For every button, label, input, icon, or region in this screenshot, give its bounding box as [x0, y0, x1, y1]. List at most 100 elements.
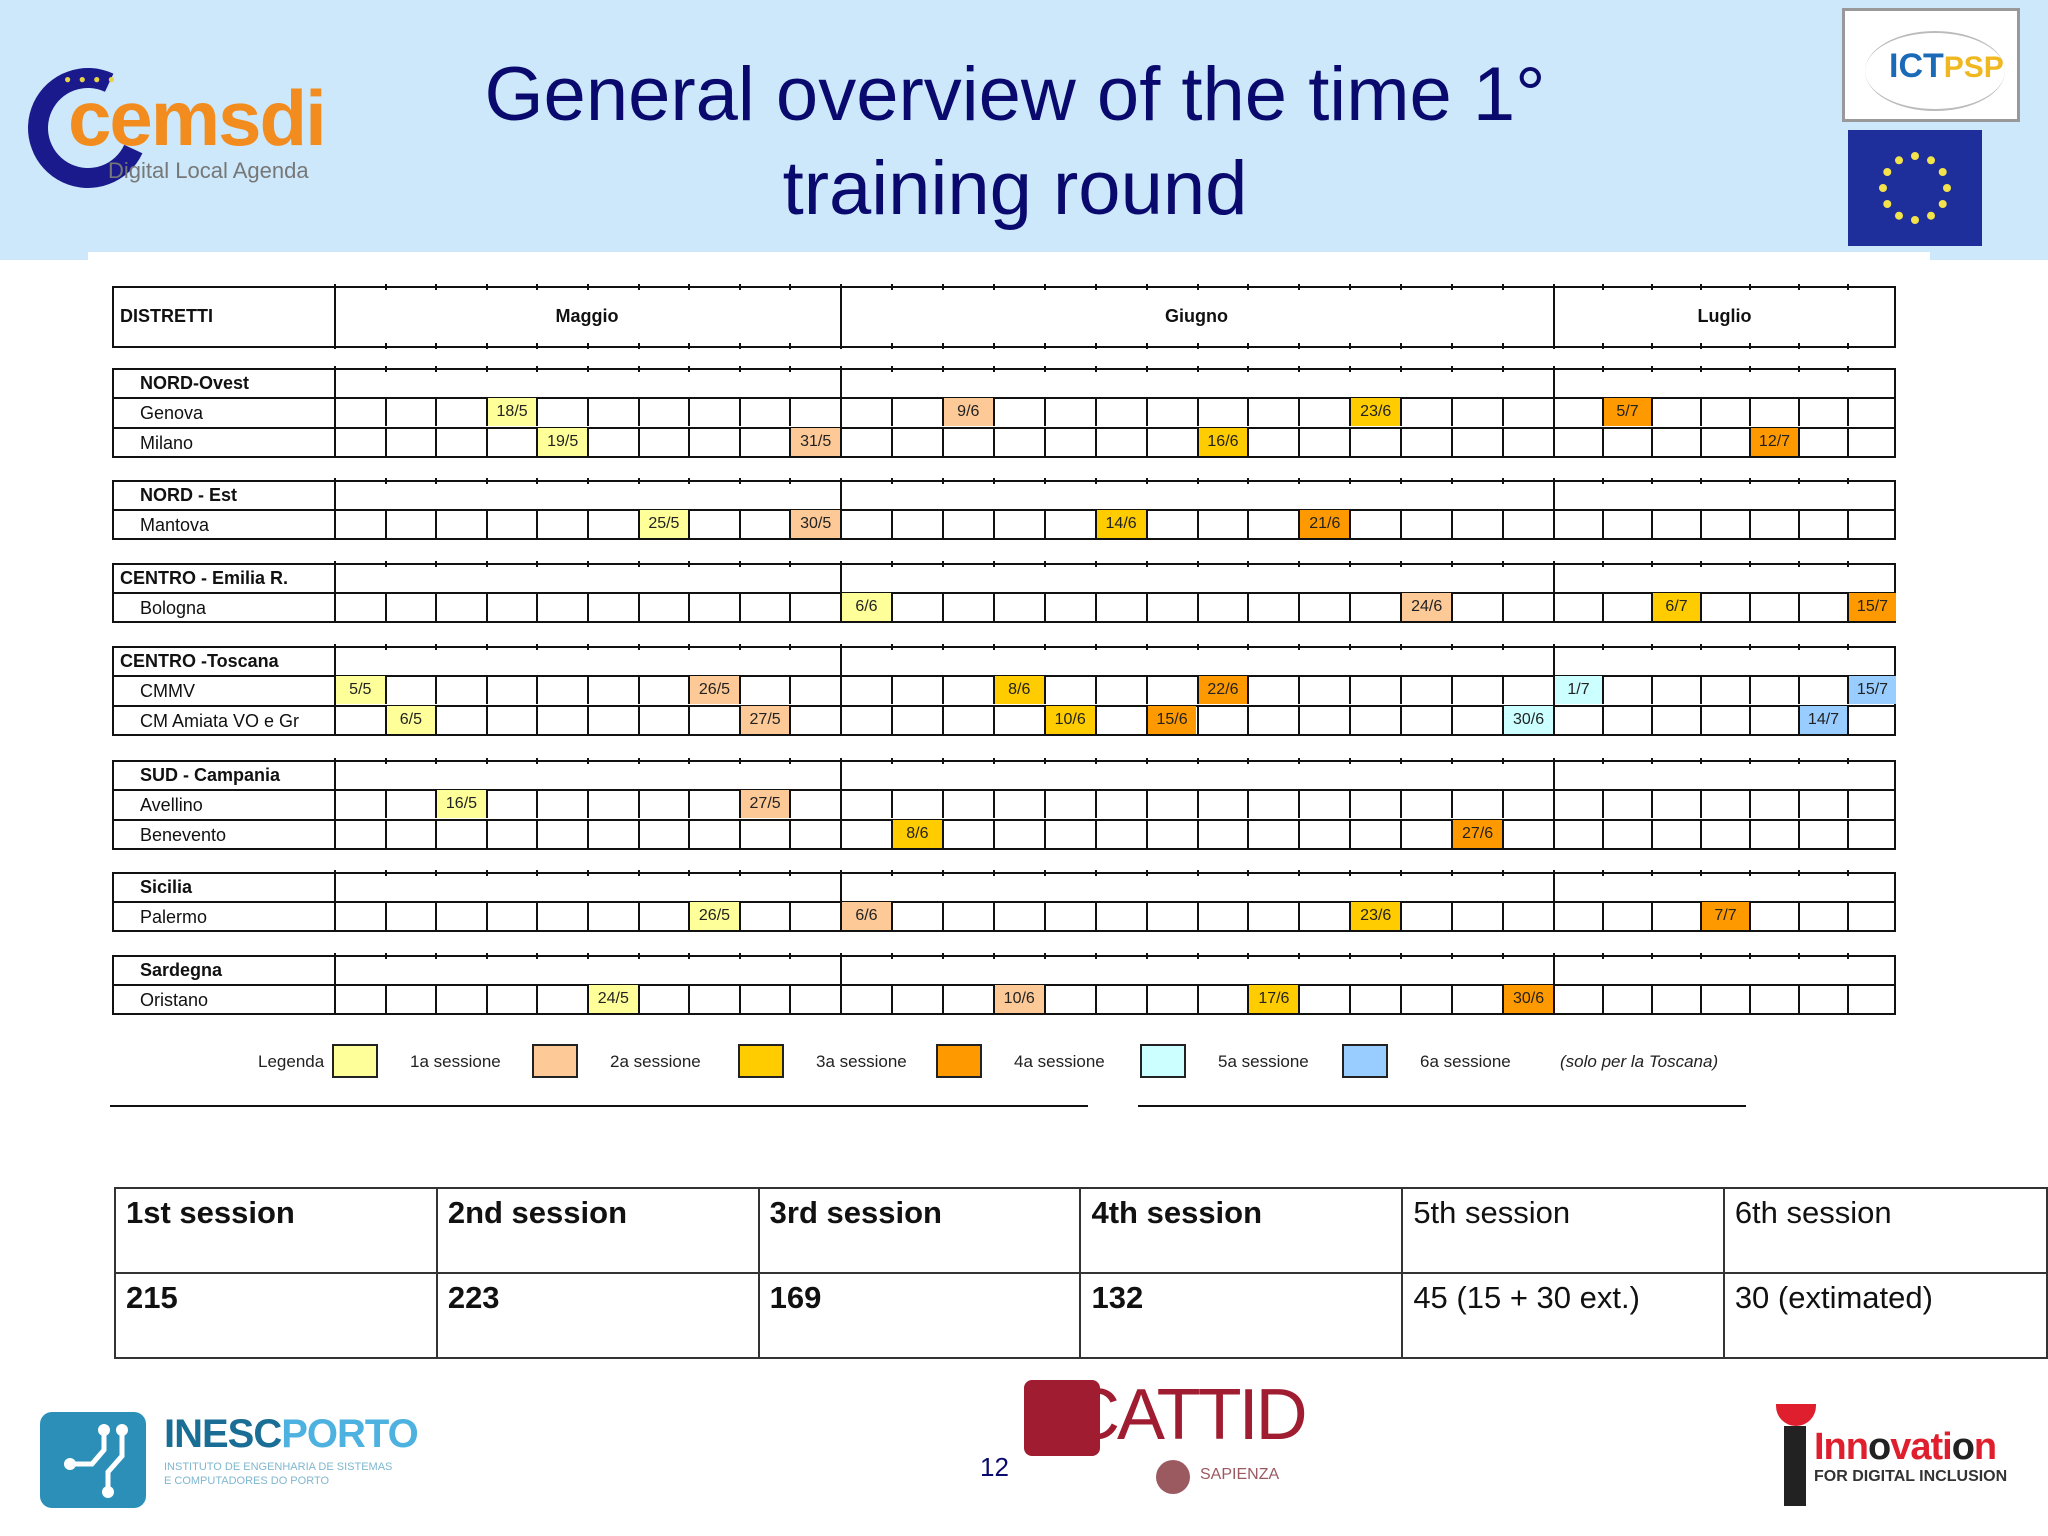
- tick: [941, 478, 944, 484]
- cattid-square-icon: [1024, 1380, 1100, 1456]
- empty-cell: [1798, 398, 1847, 426]
- tick: [1043, 758, 1046, 764]
- empty-cell: [1749, 398, 1798, 426]
- tick: [738, 953, 741, 959]
- tick: [1700, 644, 1702, 650]
- tick: [941, 870, 944, 876]
- tick: [1043, 366, 1046, 372]
- empty-cell: [890, 510, 942, 538]
- innovation-text-c: vati: [1890, 1426, 1952, 1468]
- session-date-cell: 15/6: [1145, 706, 1197, 734]
- empty-cell: [1043, 398, 1095, 426]
- tick: [789, 758, 792, 764]
- sapienza-text: SAPIENZA: [1200, 1466, 1280, 1483]
- divider-line: [110, 1105, 1088, 1107]
- tick: [1349, 366, 1352, 372]
- empty-cell: [384, 398, 436, 426]
- tick: [485, 758, 488, 764]
- tick: [992, 644, 995, 650]
- empty-cell: [840, 985, 891, 1013]
- session-date-cell: 17/6: [1247, 985, 1299, 1013]
- tick: [1602, 561, 1604, 567]
- empty-cell: [941, 428, 993, 456]
- tick: [485, 478, 488, 484]
- empty-cell: [435, 902, 486, 930]
- empty-cell: [1700, 428, 1749, 456]
- tick: [1298, 561, 1301, 567]
- tick: [637, 343, 640, 349]
- tick: [890, 953, 893, 959]
- tick: [1700, 284, 1702, 290]
- session-date-cell: 23/6: [1349, 902, 1401, 930]
- session-header-cell: 1st session: [114, 1187, 438, 1274]
- empty-cell: [1798, 790, 1847, 818]
- tick: [384, 758, 387, 764]
- session-date-cell: 8/6: [992, 676, 1044, 704]
- tick: [1451, 870, 1454, 876]
- empty-cell: [738, 593, 790, 621]
- cemsdi-tagline: Digital Local Agenda: [108, 158, 309, 183]
- tick: [941, 561, 944, 567]
- empty-cell: [435, 985, 486, 1013]
- tick: [1094, 561, 1097, 567]
- tick: [334, 870, 336, 876]
- empty-cell: [536, 398, 587, 426]
- empty-cell: [840, 676, 891, 704]
- tick: [1651, 343, 1653, 349]
- empty-cell: [384, 676, 436, 704]
- grid-line: [840, 286, 842, 348]
- empty-cell: [637, 676, 689, 704]
- session-totals-table: 1st session 2nd session 3rd session 4th ses…: [114, 1187, 2048, 1359]
- tick: [1749, 284, 1751, 290]
- tick: [1847, 758, 1849, 764]
- empty-cell: [1349, 676, 1400, 704]
- session-header-cell: 2nd session: [435, 1187, 760, 1274]
- tick: [1700, 953, 1702, 959]
- empty-cell: [941, 985, 993, 1013]
- circuit-icon: [40, 1412, 146, 1508]
- tick: [536, 343, 539, 349]
- psp-text: PSP: [1943, 51, 2004, 84]
- tick: [941, 343, 944, 349]
- tick: [1043, 953, 1046, 959]
- empty-cell: [587, 428, 638, 456]
- session-date-cell: 5/5: [334, 676, 385, 704]
- empty-cell: [384, 510, 436, 538]
- tick: [1847, 284, 1849, 290]
- empty-cell: [1602, 428, 1651, 456]
- tick: [1400, 478, 1403, 484]
- tick: [1094, 343, 1097, 349]
- tick: [1451, 343, 1454, 349]
- tick: [1798, 343, 1800, 349]
- empty-cell: [1847, 820, 1896, 848]
- month-header: Maggio: [555, 306, 619, 326]
- tick: [992, 366, 995, 372]
- legend-swatch: [1140, 1044, 1186, 1078]
- legend-swatch: [936, 1044, 982, 1078]
- tick: [1602, 644, 1604, 650]
- title-line-1: General overview of the time 1°: [484, 52, 1546, 137]
- tick: [890, 284, 893, 290]
- tick: [1196, 366, 1199, 372]
- session-date-cell: 30/5: [789, 510, 840, 538]
- tick: [1298, 478, 1301, 484]
- empty-cell: [1400, 676, 1451, 704]
- row-divider: [112, 509, 1896, 511]
- empty-cell: [941, 676, 993, 704]
- district-name: SUD - Campania: [140, 765, 281, 785]
- empty-cell: [1602, 676, 1651, 704]
- tick: [435, 284, 438, 290]
- session-count-cell: 132: [1079, 1272, 1404, 1359]
- tick: [688, 478, 691, 484]
- empty-cell: [1651, 398, 1700, 426]
- session-date-cell: 27/5: [738, 706, 790, 734]
- empty-cell: [941, 820, 993, 848]
- tick: [941, 366, 944, 372]
- session-date-cell: 26/5: [688, 902, 739, 930]
- tick: [688, 953, 691, 959]
- session-date-cell: 1/7: [1553, 676, 1602, 704]
- empty-cell: [1043, 790, 1095, 818]
- empty-cell: [637, 985, 689, 1013]
- session-date-cell: 19/5: [536, 428, 587, 456]
- empty-cell: [1043, 428, 1095, 456]
